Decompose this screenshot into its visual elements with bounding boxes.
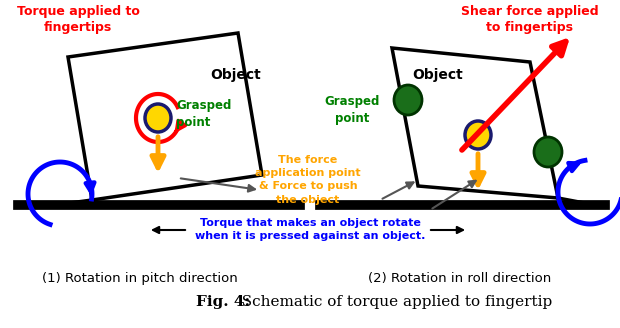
Text: The force
application point
& Force to push
the object: The force application point & Force to p… xyxy=(255,155,361,205)
Text: Object: Object xyxy=(412,68,463,82)
Polygon shape xyxy=(392,48,558,198)
Ellipse shape xyxy=(465,121,491,149)
Ellipse shape xyxy=(534,137,562,167)
Polygon shape xyxy=(68,33,262,200)
Text: Grasped
point: Grasped point xyxy=(176,99,231,129)
Text: Torque applied to
fingertips: Torque applied to fingertips xyxy=(17,5,140,34)
Text: Grasped
point: Grasped point xyxy=(324,95,379,125)
Ellipse shape xyxy=(145,104,171,132)
Ellipse shape xyxy=(394,85,422,115)
Text: Shear force applied
to fingertips: Shear force applied to fingertips xyxy=(461,5,599,34)
Text: Fig. 4:: Fig. 4: xyxy=(196,295,250,309)
Text: Schematic of torque applied to fingertip: Schematic of torque applied to fingertip xyxy=(232,295,552,309)
Text: Torque that makes an object rotate
when it is pressed against an object.: Torque that makes an object rotate when … xyxy=(195,218,425,241)
Text: (2) Rotation in roll direction: (2) Rotation in roll direction xyxy=(368,272,552,285)
Text: (1) Rotation in pitch direction: (1) Rotation in pitch direction xyxy=(42,272,238,285)
Text: Object: Object xyxy=(210,68,261,82)
